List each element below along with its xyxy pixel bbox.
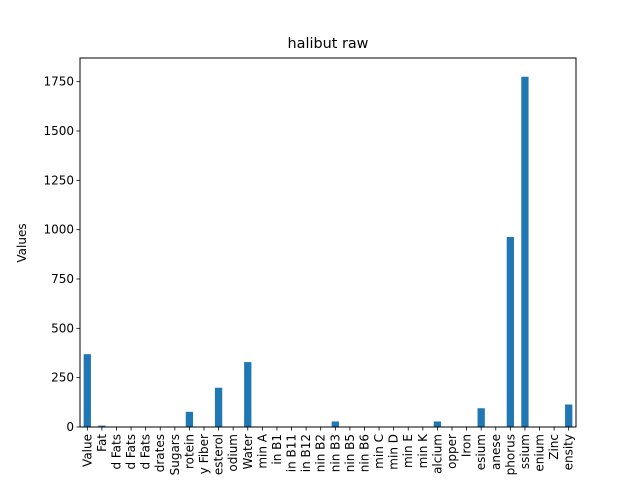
x-tick-label: min E bbox=[401, 434, 415, 468]
y-axis: 0 250 500 750 1000 1250 1500 1750 bbox=[43, 75, 80, 434]
bar bbox=[331, 421, 339, 427]
bar bbox=[565, 404, 573, 427]
y-tick-label: 1250 bbox=[43, 173, 74, 187]
x-tick-label: drates bbox=[153, 434, 167, 472]
x-tick-label: nin B6 bbox=[357, 434, 371, 472]
bar bbox=[521, 76, 529, 427]
x-tick-label: Iron bbox=[460, 434, 474, 457]
x-tick-label: rotein bbox=[182, 434, 196, 469]
plot-frame bbox=[79, 57, 577, 428]
y-tick-label: 1500 bbox=[43, 124, 74, 138]
x-tick-label: Value bbox=[80, 434, 94, 467]
x-tick-label: min C bbox=[372, 434, 386, 469]
bar bbox=[185, 411, 194, 427]
bar bbox=[244, 362, 252, 427]
x-tick-label: enium bbox=[533, 434, 547, 472]
bar bbox=[477, 408, 485, 427]
x-tick-label: esium bbox=[474, 434, 488, 470]
x-tick-label: esterol bbox=[212, 434, 226, 475]
bar bbox=[506, 236, 514, 427]
y-tick-label: 500 bbox=[51, 321, 74, 335]
x-tick-label: d Fats bbox=[124, 434, 138, 470]
x-tick-label: min K bbox=[416, 433, 430, 468]
y-tick-label: 0 bbox=[66, 420, 74, 434]
x-tick-label: y Fiber bbox=[197, 434, 211, 474]
x-tick-label: odium bbox=[226, 434, 240, 472]
bar bbox=[83, 354, 91, 427]
x-tick-label: phorus bbox=[503, 434, 517, 475]
bars-group bbox=[83, 76, 573, 427]
bar bbox=[214, 387, 223, 427]
x-tick-label: Fat bbox=[95, 434, 109, 452]
x-tick-label: opper bbox=[445, 434, 459, 469]
y-tick-label: 750 bbox=[51, 272, 74, 286]
x-tick-label: in B1 bbox=[270, 434, 284, 465]
y-tick-label: 250 bbox=[51, 371, 74, 385]
y-tick-label: 1000 bbox=[43, 223, 74, 237]
x-axis: Value Fat d Fats d Fats d Fats drates Sugars ro… bbox=[80, 427, 576, 475]
x-tick-label: ssium bbox=[518, 434, 532, 469]
x-tick-label: d Fats bbox=[109, 434, 123, 470]
x-tick-label: anese bbox=[489, 434, 503, 470]
chart-title: halibut raw bbox=[288, 36, 369, 52]
x-tick-label: nin B3 bbox=[328, 434, 342, 472]
x-tick-label: Zinc bbox=[547, 434, 561, 460]
x-tick-label: ensity bbox=[562, 434, 576, 470]
bar bbox=[98, 425, 106, 427]
bar bbox=[433, 421, 442, 427]
x-tick-label: alcium bbox=[430, 434, 444, 474]
x-tick-label: nin B2 bbox=[314, 434, 328, 472]
y-axis-label: Values bbox=[15, 223, 29, 262]
x-tick-label: in B12 bbox=[299, 434, 313, 472]
y-tick-label: 1750 bbox=[43, 75, 74, 89]
x-tick-label: min A bbox=[255, 433, 269, 468]
x-tick-label: in B11 bbox=[285, 434, 299, 472]
x-tick-label: d Fats bbox=[139, 434, 153, 470]
x-tick-label: Water bbox=[241, 434, 255, 470]
x-tick-label: Sugars bbox=[168, 434, 182, 475]
x-tick-label: nin B5 bbox=[343, 434, 357, 472]
x-tick-label: min D bbox=[387, 434, 401, 470]
